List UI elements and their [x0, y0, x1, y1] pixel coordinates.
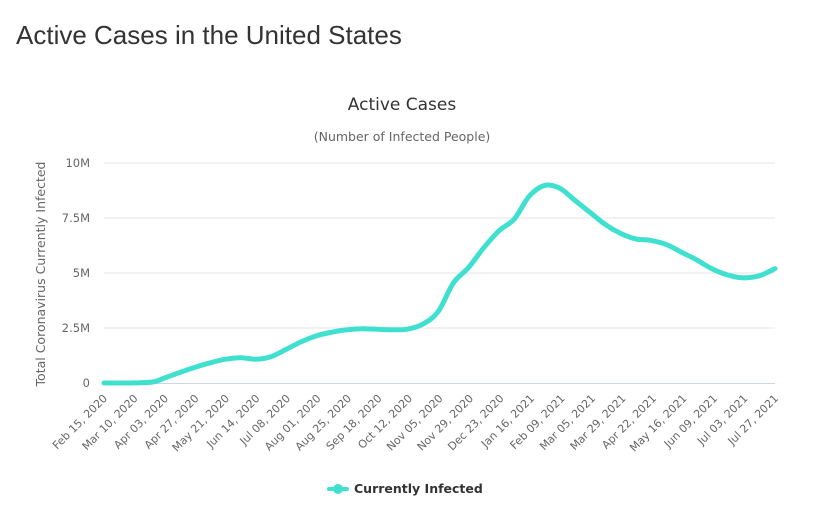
series-layer — [101, 182, 778, 386]
line-chart: Active Cases (Number of Infected People)… — [33, 95, 781, 496]
y-axis-ticks: 0 2.5M 5M 7.5M 10M — [62, 156, 90, 390]
series-line-currently-infected — [101, 182, 778, 386]
chart-subtitle: (Number of Infected People) — [314, 129, 491, 144]
y-tick-label: 7.5M — [62, 211, 90, 225]
y-tick-label: 2.5M — [62, 321, 90, 335]
legend-label-currently-infected: Currently Infected — [354, 481, 483, 496]
y-tick-label: 10M — [65, 156, 90, 170]
legend-marker-icon — [333, 484, 343, 494]
grid-lines — [104, 162, 775, 329]
chart-title: Active Cases — [348, 95, 457, 115]
y-tick-label: 5M — [73, 266, 90, 280]
y-axis-label: Total Coronavirus Currently Infected — [33, 162, 48, 388]
page-title: Active Cases in the United States — [16, 20, 402, 50]
legend[interactable]: Currently Infected — [327, 481, 483, 496]
y-tick-label: 0 — [83, 376, 90, 390]
